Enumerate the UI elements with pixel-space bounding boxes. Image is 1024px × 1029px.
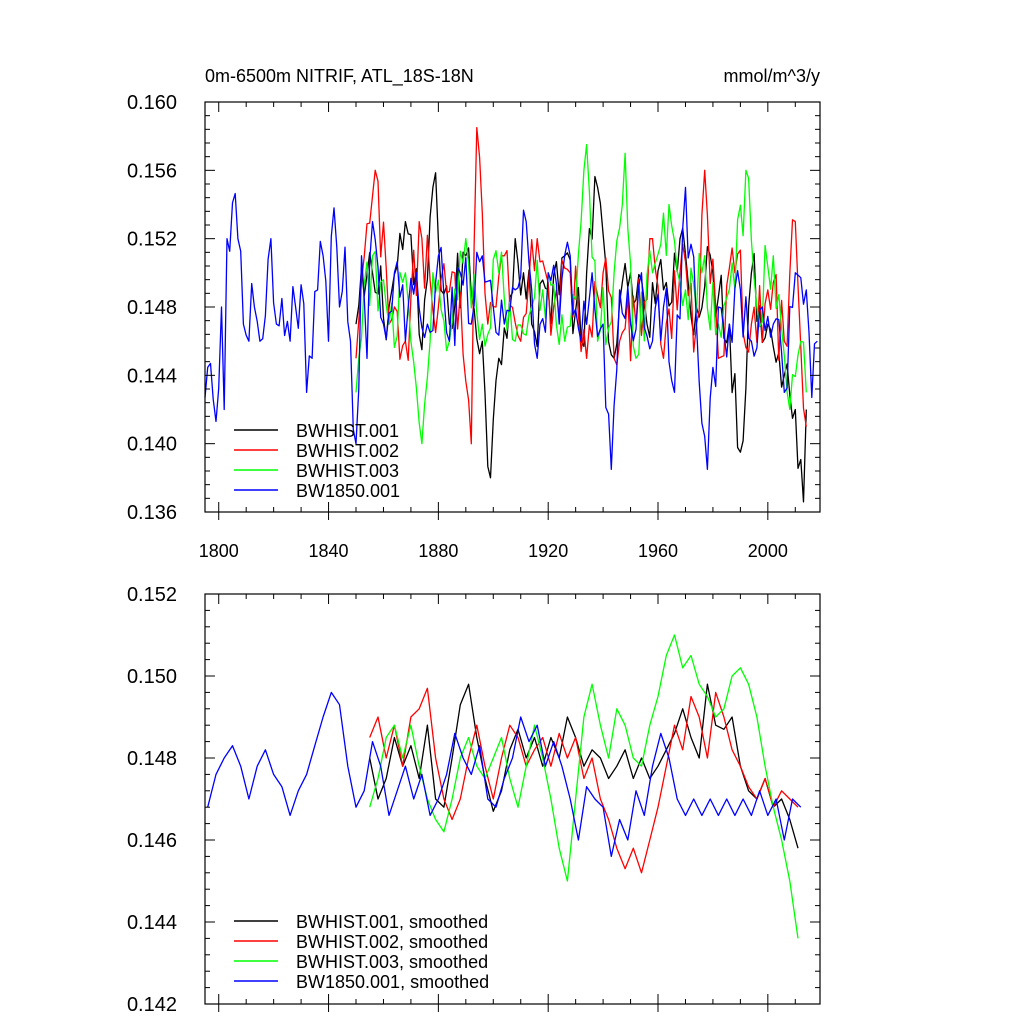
x-tick-label: 1920 <box>528 541 568 561</box>
bottom-series-group <box>207 634 802 939</box>
y-tick-label: 0.148 <box>127 748 177 770</box>
series-line-bw1850-001-smoothed <box>207 691 802 858</box>
x-tick-label: 1880 <box>418 541 458 561</box>
bottom-chart-panel: 0.142 0.144 0.146 0.148 0.150 0.152 BWHIST.00… <box>127 584 821 1016</box>
series-line-bwhist-002-smoothed <box>369 687 799 874</box>
top-chart-panel: 0m-6500m NITRIF, ATL_18S-18N mmol/m^3/y … <box>127 66 821 561</box>
y-tick-label: 0.140 <box>127 434 177 456</box>
legend-label: BWHIST.002, smoothed <box>296 932 488 952</box>
y-tick-label: 0.144 <box>127 365 177 387</box>
plot-frame <box>204 593 821 1005</box>
legend-label: BWHIST.003 <box>296 461 399 481</box>
series-line-bwhist-001-smoothed <box>369 683 799 849</box>
legend-label: BW1850.001 <box>296 481 400 501</box>
y-tick-label: 0.152 <box>127 584 177 606</box>
series-line-bwhist-003-smoothed <box>369 634 799 939</box>
y-tick-label: 0.136 <box>127 502 177 524</box>
legend-label: BWHIST.003, smoothed <box>296 952 488 972</box>
legend-label: BWHIST.002 <box>296 441 399 461</box>
y-tick-label: 0.156 <box>127 160 177 182</box>
y-tick-label: 0.148 <box>127 297 177 319</box>
legend-label: BW1850.001, smoothed <box>296 972 489 992</box>
y-tick-label: 0.152 <box>127 229 177 251</box>
legend-label: BWHIST.001 <box>296 421 399 441</box>
series-line-bwhist-003 <box>355 144 807 445</box>
series-line-bwhist-002 <box>355 126 807 445</box>
series-line-bw1850-001 <box>204 186 818 470</box>
legend-label: BWHIST.001, smoothed <box>296 912 488 932</box>
top-series-group <box>204 126 818 503</box>
x-tick-label: 1960 <box>638 541 678 561</box>
x-tick-label: 2000 <box>748 541 788 561</box>
bottom-axes: 0.142 0.144 0.146 0.148 0.150 0.152 <box>127 584 821 1016</box>
y-tick-label: 0.142 <box>127 994 177 1016</box>
y-tick-label: 0.144 <box>127 912 177 934</box>
top-axes: 1800 1840 1880 1920 1960 2000 0.136 0.140 0.144 0… <box>127 92 821 561</box>
chart-units: mmol/m^3/y <box>724 66 820 86</box>
y-tick-label: 0.150 <box>127 666 177 688</box>
y-tick-label: 0.146 <box>127 830 177 852</box>
x-tick-label: 1840 <box>309 541 349 561</box>
x-tick-label: 1800 <box>199 541 239 561</box>
y-tick-label: 0.160 <box>127 92 177 114</box>
chart-title: 0m-6500m NITRIF, ATL_18S-18N <box>205 66 474 87</box>
